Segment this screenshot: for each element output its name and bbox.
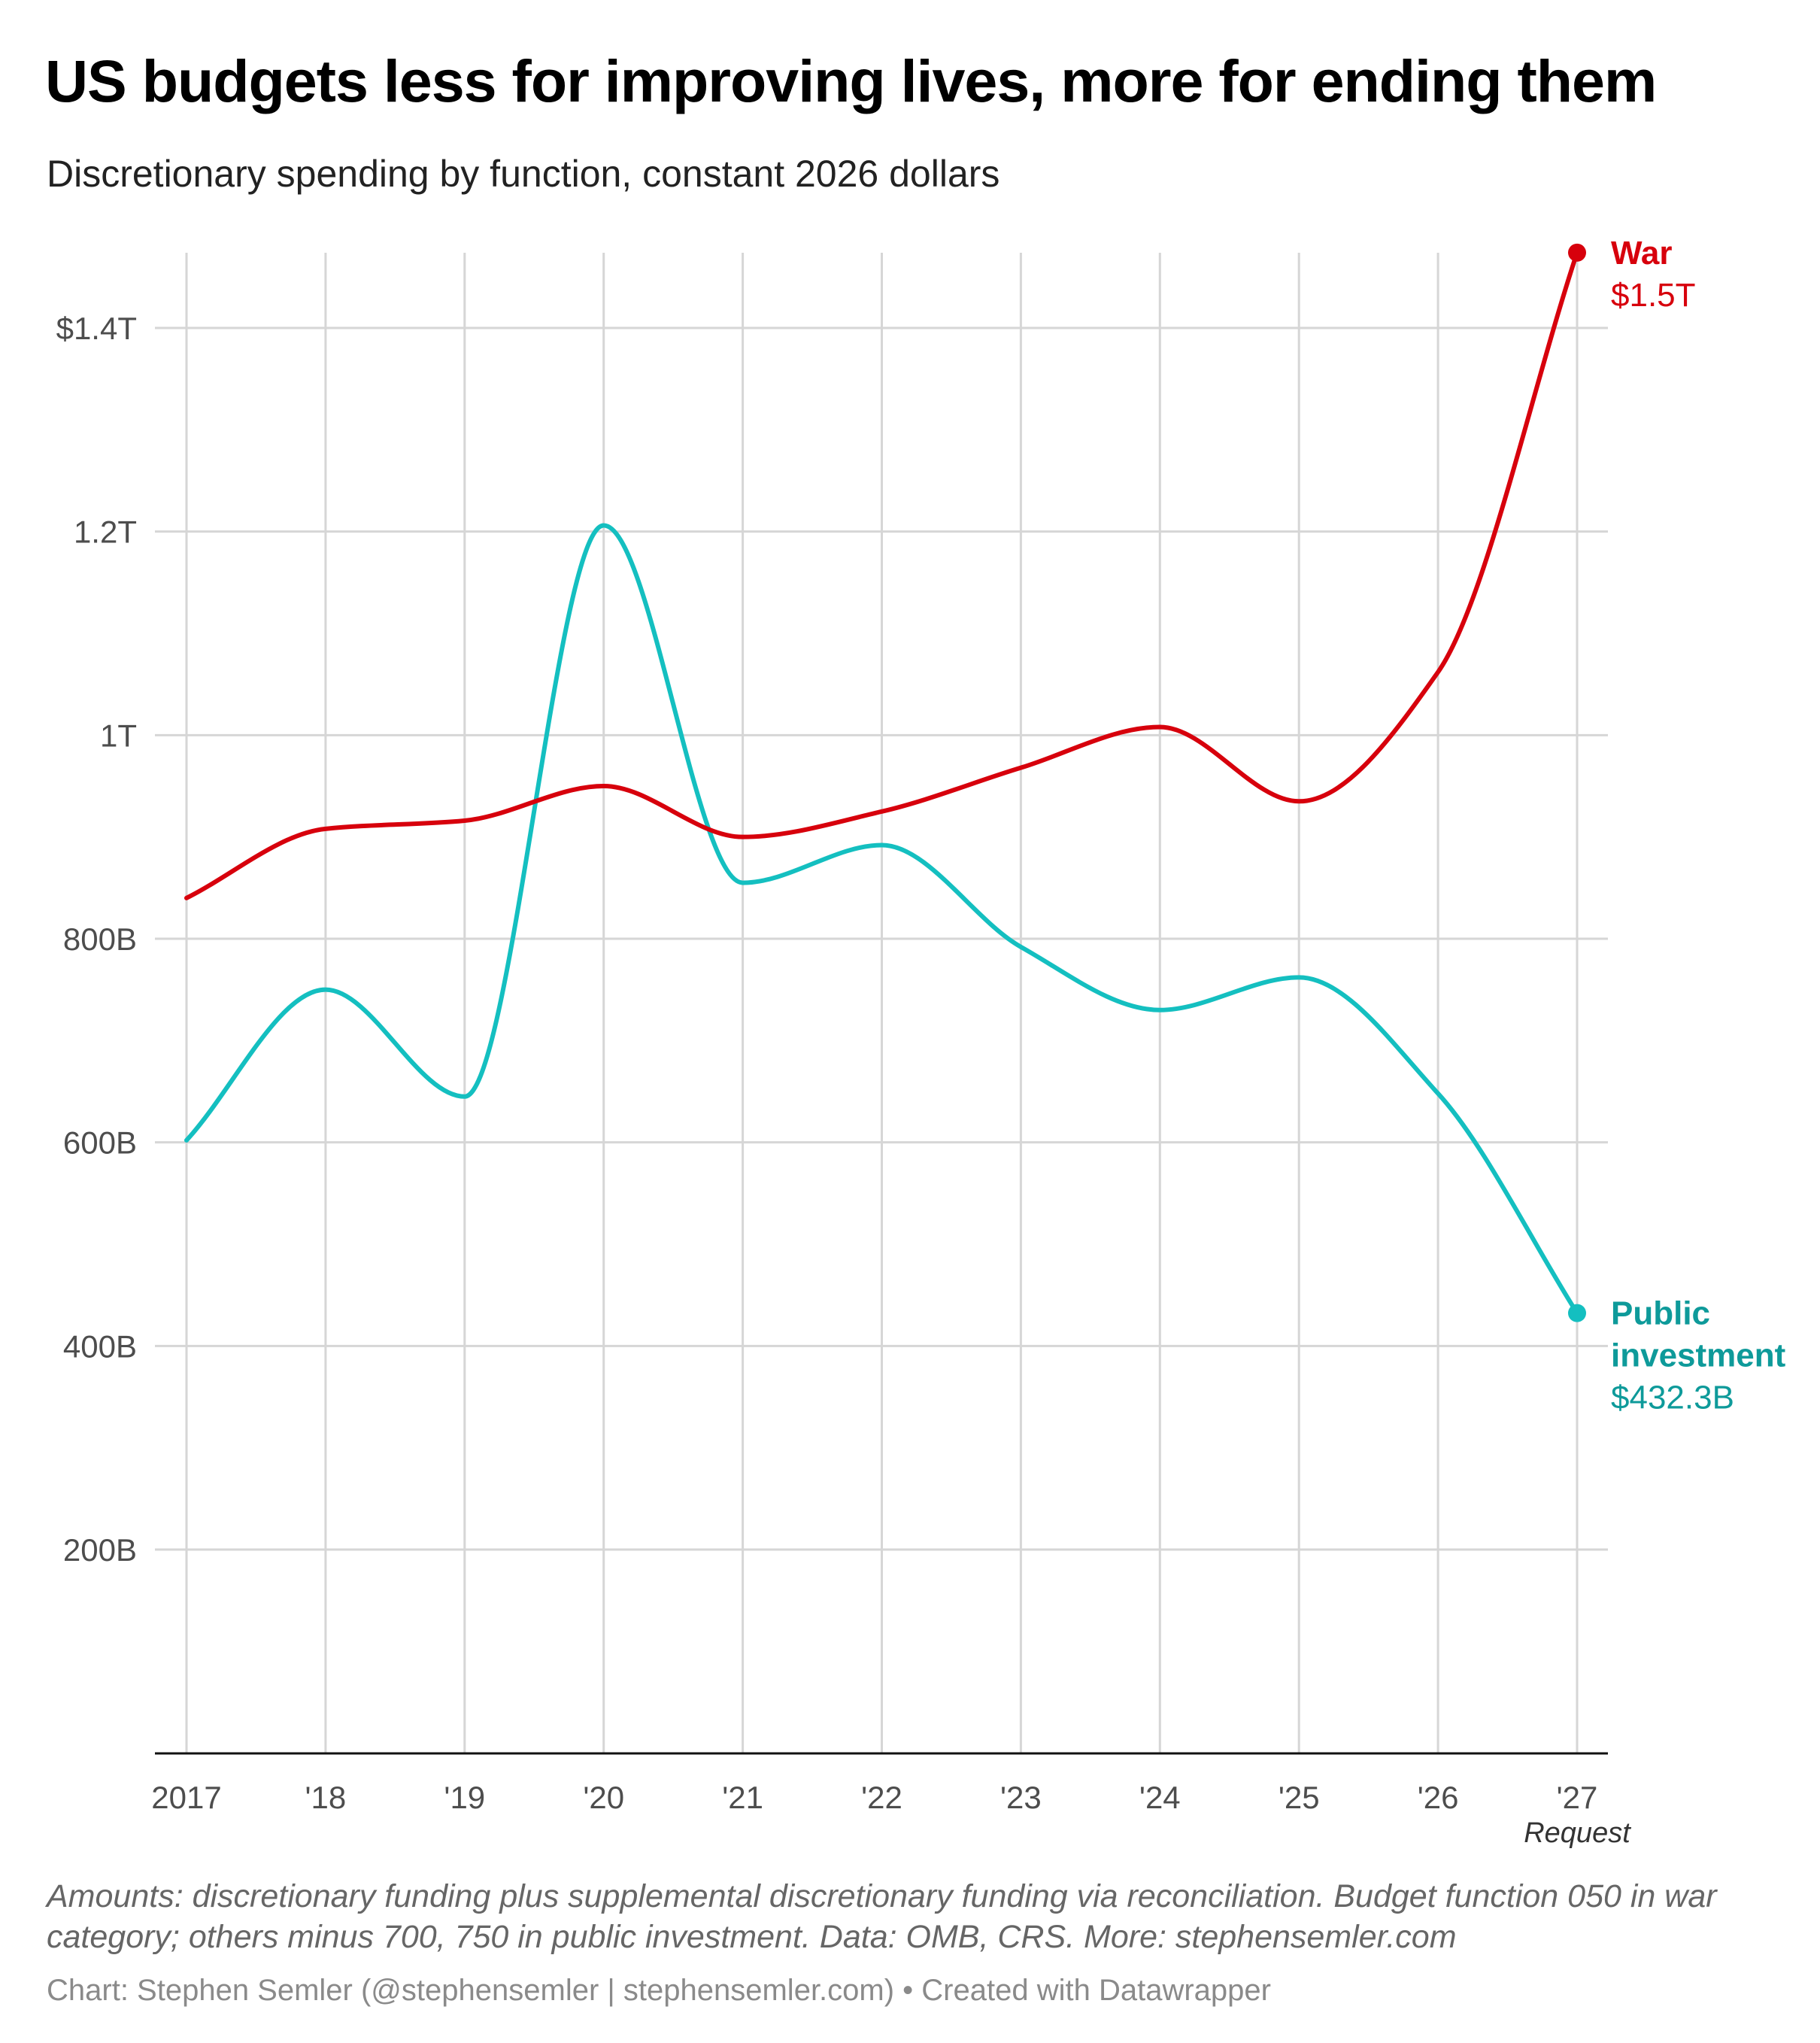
y-tick-label: $1.4T	[56, 311, 137, 346]
series-end-markers	[1568, 243, 1586, 1322]
series-line-public-investment	[184, 523, 1579, 1316]
x-tick-label: '20	[583, 1780, 624, 1815]
x-tick-label: '24	[1139, 1780, 1181, 1815]
x-tick-label: '22	[861, 1780, 902, 1815]
series-line-war	[184, 250, 1579, 900]
horizontal-gridlines	[155, 326, 1608, 1551]
series-end-marker-war	[1568, 243, 1586, 262]
x-tick-label: '27	[1557, 1780, 1598, 1815]
chart-byline: Chart: Stephen Semler (@stephensemler | …	[47, 1974, 1271, 2007]
series-lines	[184, 250, 1579, 1316]
series-end-marker-public-investment	[1568, 1304, 1586, 1322]
y-tick-label: 1.2T	[74, 515, 137, 550]
x-tick-label: '26	[1418, 1780, 1459, 1815]
y-tick-label: 200B	[63, 1532, 137, 1568]
y-tick-label: 400B	[63, 1328, 137, 1364]
x-axis-note-request: Request	[1524, 1817, 1631, 1849]
y-axis-tick-labels: 200B 400B 600B 800B 1T 1.2T $1.4T	[56, 311, 137, 1568]
series-labels: Public investment $432.3B War $1.5T	[1611, 235, 1786, 1416]
y-tick-label: 1T	[100, 718, 137, 753]
x-tick-label: '23	[1000, 1780, 1042, 1815]
x-tick-label: '19	[444, 1780, 485, 1815]
line-chart: 200B 400B 600B 800B 1T 1.2T $1.4T 2017 '18 '19 '2…	[56, 235, 1786, 1849]
x-tick-label: '21	[722, 1780, 763, 1815]
x-tick-label: '25	[1279, 1780, 1320, 1815]
y-tick-label: 800B	[63, 921, 137, 957]
series-label-value-public-investment: $432.3B	[1611, 1380, 1734, 1416]
x-tick-label: '18	[305, 1780, 347, 1815]
x-tick-label: 2017	[151, 1780, 221, 1815]
y-tick-label: 600B	[63, 1125, 137, 1161]
chart-notes: Amounts: discretionary funding plus supp…	[47, 1878, 1717, 1955]
series-label-value-war: $1.5T	[1611, 277, 1696, 314]
vertical-gridlines	[185, 253, 1579, 1753]
series-label-name-war: War	[1611, 235, 1673, 272]
series-label-name-public-investment: investment	[1611, 1337, 1786, 1374]
chart-subtitle: Discretionary spending by function, cons…	[47, 153, 1000, 195]
chart-title: US budgets less for improving lives, mor…	[45, 47, 1657, 114]
x-axis-tick-labels: 2017 '18 '19 '20 '21 '22 '23 '24 '25 '26 '27	[151, 1780, 1597, 1815]
series-label-name-public-investment: Public	[1611, 1295, 1710, 1332]
